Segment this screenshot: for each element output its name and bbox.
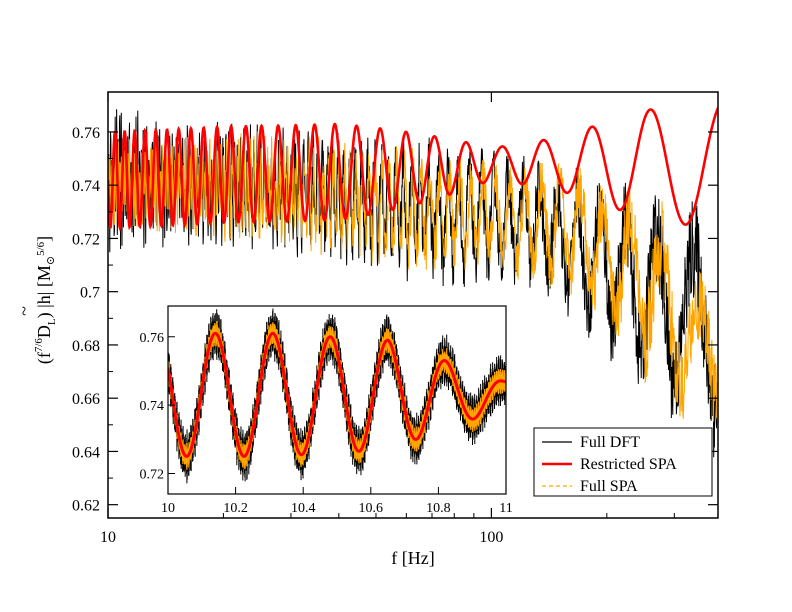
legend-label: Full SPA (580, 478, 638, 495)
main-y-tick-label: 0.72 (72, 231, 100, 248)
y-label-exponent: 7/6 (33, 338, 45, 353)
legend: Full DFT Restricted SPA Full SPA (533, 427, 713, 497)
main-y-tick-label: 0.66 (72, 391, 100, 408)
y-label-sun: ⊙ (45, 256, 57, 265)
y-label-subscript: L (46, 318, 58, 325)
main-y-tick-label: 0.74 (72, 178, 100, 195)
main-x-tick-label: 10 (100, 529, 116, 546)
inset-x-tick-label: 11 (499, 501, 512, 516)
y-label-h: h (34, 295, 54, 304)
legend-box (533, 427, 713, 497)
inset-x-tick-label: 10.8 (426, 501, 451, 516)
inset-y-ticks: 0.72 0.74 0.76 (140, 331, 175, 482)
y-label-close: | [M (34, 265, 54, 295)
main-x-tick-label: 100 (479, 529, 503, 546)
y-label-end: ] (34, 236, 54, 242)
main-y-tick-label: 0.62 (72, 498, 100, 515)
inset-x-ticks: 10 10.2 10.4 10.6 10.8 11 (161, 487, 513, 516)
inset-plot: 10 10.2 10.4 10.6 10.8 11 0.72 0.74 0.76 (140, 305, 513, 516)
y-axis-label: (f7/6DL) |h| [M⊙5/6] (33, 236, 58, 364)
y-label-d: D (34, 325, 54, 338)
main-y-ticks: 0.62 0.64 0.66 0.68 0.7 0.72 0.74 0.76 (72, 125, 718, 515)
y-label-mass-exp: 5/6 (35, 241, 47, 256)
inset-series-restricted-spa (168, 331, 506, 458)
main-series-line-full-spa (108, 131, 718, 422)
x-axis-label: f [Hz] (391, 548, 434, 568)
legend-label: Full DFT (580, 434, 640, 451)
main-y-tick-label: 0.7 (80, 285, 100, 302)
y-label-tilde: ~ (14, 306, 34, 316)
y-label-mid: ) | (34, 304, 55, 318)
inset-y-tick-label: 0.76 (140, 331, 165, 346)
inset-frame (167, 305, 507, 495)
main-y-tick-label: 0.64 (72, 444, 100, 461)
main-plot: 10 100 0.62 0.64 0.66 0.68 0.7 0.72 0.74 0.76 f … (14, 91, 719, 568)
main-x-ticks: 10 100 (100, 92, 675, 546)
main-y-tick-label: 0.68 (72, 338, 100, 355)
main-plot-frame (107, 91, 719, 519)
inset-x-tick-label: 10.4 (291, 501, 316, 516)
main-series (108, 107, 718, 458)
y-label-open: (f (34, 352, 55, 364)
inset-x-tick-label: 10.2 (223, 501, 248, 516)
legend-items: Full DFT Restricted SPA Full SPA (542, 434, 677, 495)
inset-y-tick-label: 0.72 (140, 467, 165, 482)
inset-x-tick-label: 10.6 (359, 501, 384, 516)
legend-label: Restricted SPA (580, 456, 677, 473)
inset-series (168, 308, 506, 484)
inset-y-tick-label: 0.74 (140, 399, 165, 414)
main-y-tick-label: 0.76 (72, 125, 100, 142)
inset-x-tick-label: 10 (161, 501, 175, 516)
main-series-line-restricted-spa (108, 107, 718, 233)
